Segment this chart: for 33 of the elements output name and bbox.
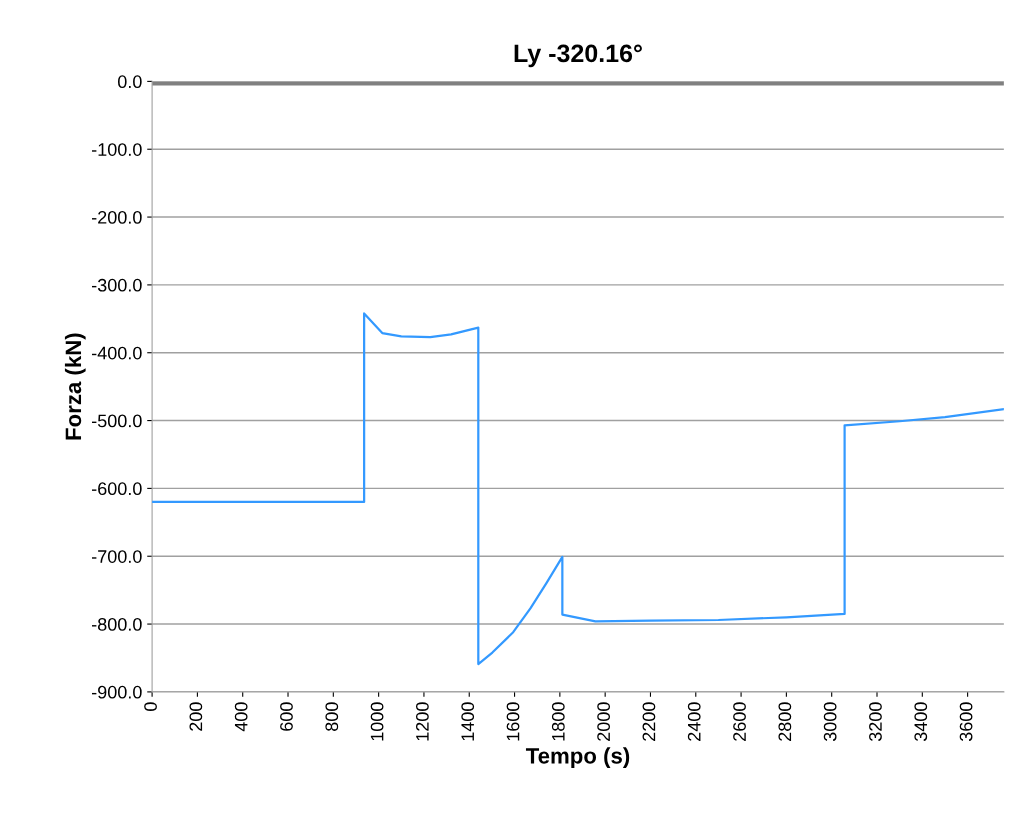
y-tick-label: -200.0 [91,211,142,224]
x-tick-label: 2600 [733,702,746,741]
x-tick-label: 2000 [597,702,611,741]
y-tick-label: -500.0 [91,414,142,428]
line-series [152,312,1004,666]
x-tick-label: 1600 [506,702,520,741]
x-tick-label: 1200 [416,702,429,741]
y-axis-title: Forza (kN) [64,333,86,440]
y-tick-label: -600.0 [91,482,142,496]
y-tick-label: 0.0 [117,75,142,89]
x-tick-label: 2400 [687,702,701,741]
x-tick-label: 3000 [823,702,837,742]
y-tick-label: -900.0 [91,685,142,699]
x-axis-title: Tempo (s) [525,747,630,769]
x-tick-label: 200 [189,702,203,731]
x-tick-label: 1400 [461,702,475,741]
x-tick-label: 2800 [778,702,792,741]
x-tick-label: 3400 [914,702,928,742]
x-tick-label: 2200 [642,702,656,741]
y-tick-label: -800.0 [91,618,142,631]
x-tick-label: 1000 [370,702,384,741]
chart-title: Ly -320.16° [514,44,642,68]
y-tick-label: -100.0 [91,143,142,156]
y-tick-label: -300.0 [91,278,142,292]
x-tick-label: 400 [234,702,248,732]
y-tick-label: -700.0 [91,550,142,563]
x-tick-label: 800 [325,702,339,731]
x-tick-label: 0 [144,702,157,711]
x-tick-label: 3600 [959,702,973,742]
y-tick-label: -400.0 [91,346,142,360]
x-tick-label: 1800 [551,702,565,741]
x-tick-label: 3200 [869,702,882,742]
x-tick-label: 600 [280,702,293,731]
